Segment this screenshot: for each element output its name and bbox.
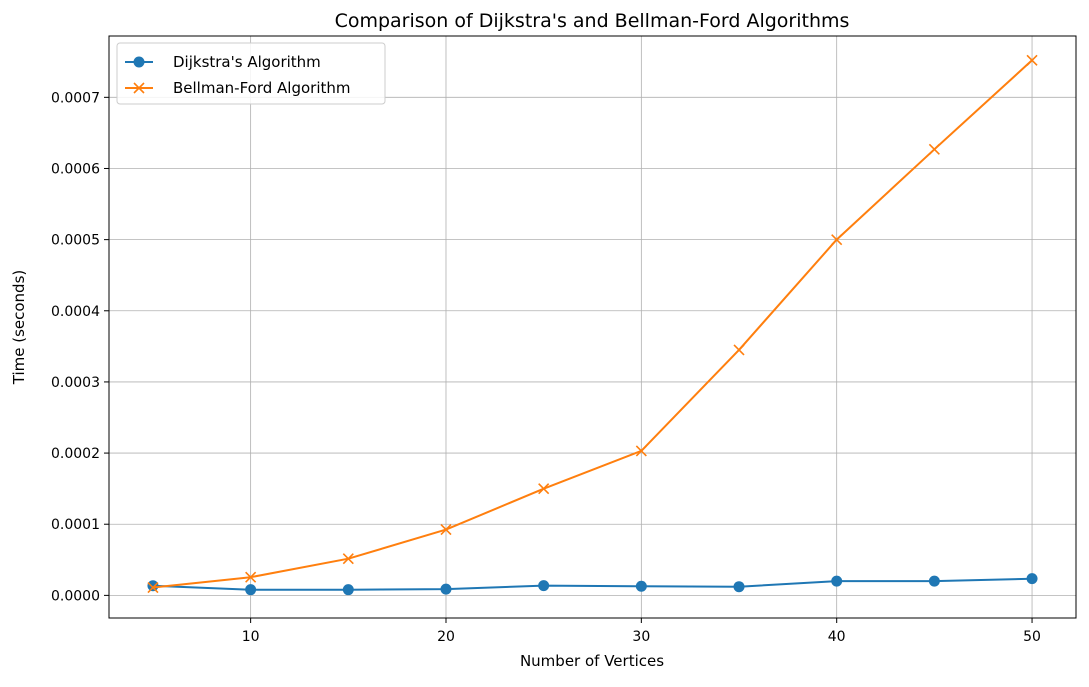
- legend-dijkstra-marker: [133, 56, 145, 68]
- x-tick-label-20: 20: [437, 629, 455, 645]
- x-tick-label-30: 30: [632, 629, 650, 645]
- grid-lines: [109, 36, 1076, 618]
- data-point-dijkstra-35: [733, 581, 745, 593]
- x-axis-ticks: 10 20 30 40 50: [242, 618, 1041, 645]
- data-point-dijkstra-30: [635, 580, 647, 592]
- data-point-dijkstra-45: [928, 575, 940, 587]
- data-point-bellman-ford-5: [147, 581, 159, 594]
- x-tick-label-40: 40: [828, 629, 846, 645]
- data-point-dijkstra-20: [440, 583, 452, 595]
- y-tick-label-0: 0.0000: [51, 588, 100, 604]
- series-line-dijkstra: [152, 577, 1033, 591]
- legend-bellman-marker: [133, 82, 145, 94]
- x-tick-label-10: 10: [242, 629, 260, 645]
- data-point-bellman-ford-25: [538, 483, 550, 495]
- y-axis-label: Time (seconds): [10, 270, 28, 386]
- data-point-dijkstra-5: [147, 580, 159, 592]
- data-point-bellman-ford-40: [831, 234, 843, 246]
- data-point-bellman-ford-45: [928, 143, 940, 155]
- legend-box: [116, 42, 386, 105]
- data-point-bellman-ford-10: [245, 571, 257, 583]
- data-point-dijkstra-10: [245, 584, 257, 596]
- data-point-bellman-ford-30: [635, 445, 647, 457]
- y-tick-label-6: 0.0006: [51, 161, 100, 177]
- y-tick-label-1: 0.0001: [51, 517, 100, 533]
- chart-title: Comparison of Dijkstra's and Bellman-For…: [335, 10, 850, 32]
- legend-dijkstra-label: Dijkstra's Algorithm: [173, 53, 321, 71]
- data-point-dijkstra-40: [831, 575, 843, 587]
- y-tick-label-2: 0.0002: [51, 446, 100, 462]
- data-point-dijkstra-25: [538, 580, 550, 592]
- series-layer: [147, 54, 1038, 596]
- data-point-bellman-ford-20: [440, 523, 452, 536]
- x-tick-label-50: 50: [1023, 629, 1041, 645]
- series-line-bellman-ford: [152, 59, 1033, 589]
- legend: Dijkstra's Algorithm Bellman-Ford Algori…: [116, 42, 386, 105]
- y-axis-ticks: 0.0000 0.0001 0.0002 0.0003 0.0004 0.0005 0.00…: [51, 90, 109, 604]
- y-tick-label-5: 0.0005: [51, 233, 100, 249]
- y-tick-label-4: 0.0004: [51, 304, 100, 320]
- y-tick-label-3: 0.0003: [51, 375, 100, 391]
- data-point-dijkstra-15: [342, 584, 354, 596]
- data-point-bellman-ford-50: [1026, 54, 1038, 66]
- y-tick-label-7: 0.0007: [51, 90, 100, 106]
- legend-bellman-label: Bellman-Ford Algorithm: [173, 79, 351, 97]
- data-point-dijkstra-50: [1026, 573, 1038, 585]
- data-point-bellman-ford-35: [733, 344, 745, 356]
- plot-frame: [108, 35, 1077, 619]
- data-point-bellman-ford-15: [342, 553, 354, 565]
- x-axis-label: Number of Vertices: [520, 652, 664, 670]
